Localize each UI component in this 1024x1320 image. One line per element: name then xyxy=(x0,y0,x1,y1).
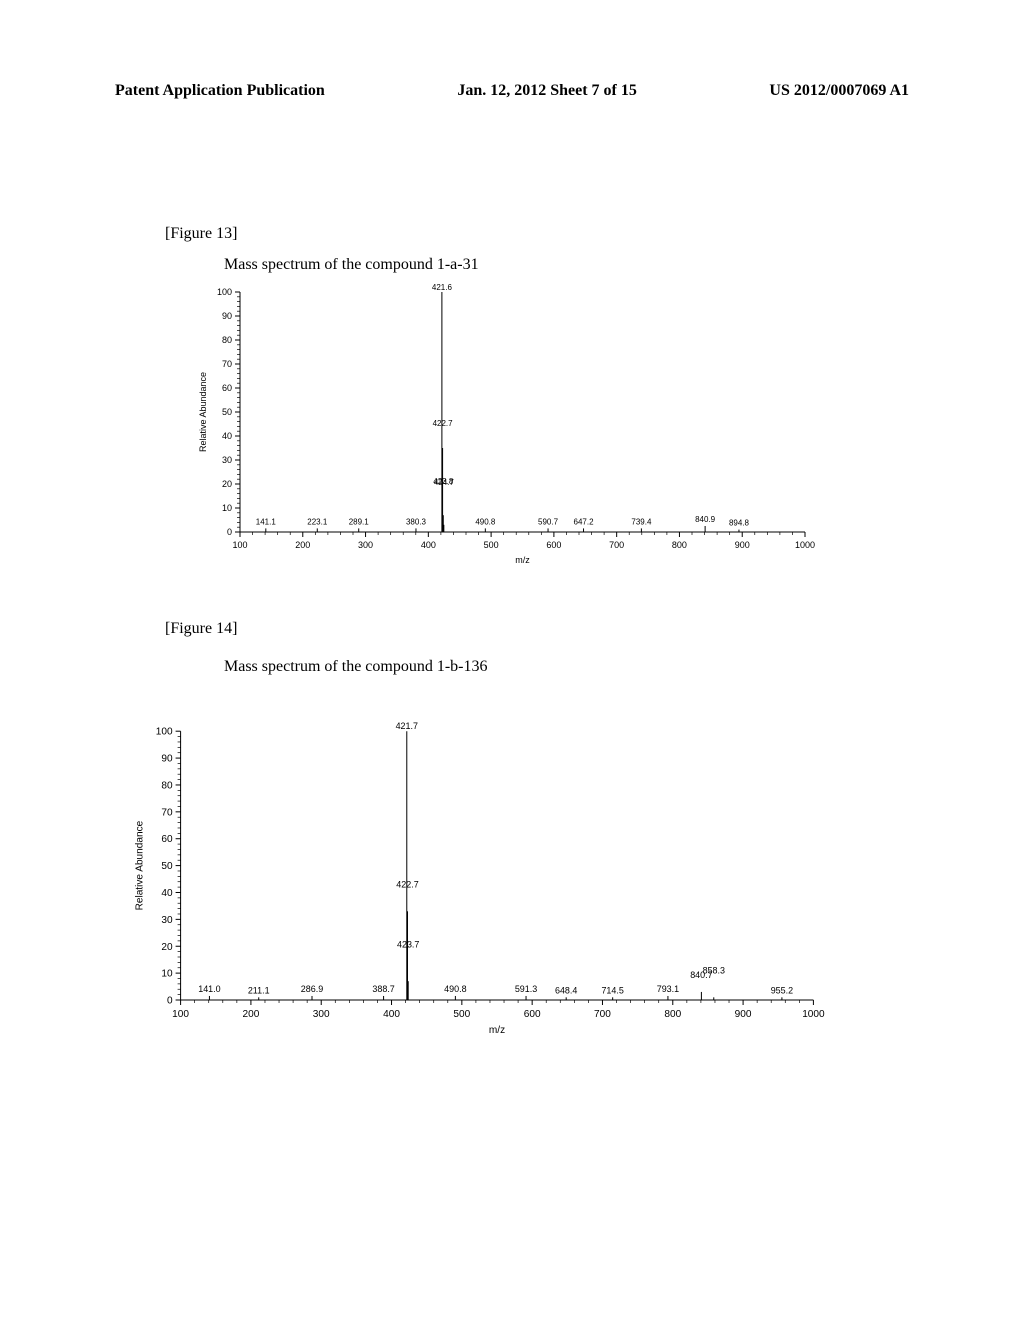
svg-text:20: 20 xyxy=(161,942,173,953)
svg-text:20: 20 xyxy=(222,479,232,489)
page-header: Patent Application Publication Jan. 12, … xyxy=(0,82,1024,100)
svg-text:840.9: 840.9 xyxy=(695,515,716,524)
svg-text:Relative Abundance: Relative Abundance xyxy=(198,372,208,452)
svg-text:400: 400 xyxy=(383,1009,400,1020)
svg-text:894.8: 894.8 xyxy=(729,519,750,528)
svg-text:591.3: 591.3 xyxy=(515,984,537,994)
header-left: Patent Application Publication xyxy=(115,82,325,100)
figure-13-label: [Figure 13] xyxy=(165,225,237,243)
svg-text:500: 500 xyxy=(453,1009,470,1020)
figure-14-label: [Figure 14] xyxy=(165,620,237,638)
svg-text:90: 90 xyxy=(161,754,173,765)
svg-text:10: 10 xyxy=(222,503,232,513)
svg-text:10: 10 xyxy=(161,969,173,980)
svg-text:422.7: 422.7 xyxy=(396,879,418,889)
svg-text:900: 900 xyxy=(735,1009,752,1020)
svg-text:300: 300 xyxy=(358,540,373,550)
svg-text:30: 30 xyxy=(222,455,232,465)
svg-text:714.5: 714.5 xyxy=(601,985,623,995)
svg-text:80: 80 xyxy=(222,335,232,345)
svg-text:388.7: 388.7 xyxy=(372,984,394,994)
svg-text:600: 600 xyxy=(524,1009,541,1020)
svg-text:100: 100 xyxy=(156,727,173,738)
svg-text:700: 700 xyxy=(609,540,624,550)
svg-text:900: 900 xyxy=(735,540,750,550)
svg-text:793.1: 793.1 xyxy=(657,984,679,994)
svg-text:490.8: 490.8 xyxy=(444,984,466,994)
figure-14-title: Mass spectrum of the compound 1-b-136 xyxy=(224,658,488,676)
svg-text:30: 30 xyxy=(161,915,173,926)
svg-text:421.6: 421.6 xyxy=(432,283,453,292)
svg-text:100: 100 xyxy=(172,1009,189,1020)
svg-text:0: 0 xyxy=(167,996,173,1007)
svg-text:211.1: 211.1 xyxy=(248,985,270,995)
svg-text:700: 700 xyxy=(594,1009,611,1020)
svg-text:286.9: 286.9 xyxy=(301,984,323,994)
svg-text:Relative Abundance: Relative Abundance xyxy=(135,820,146,910)
svg-text:423.7: 423.7 xyxy=(397,939,419,949)
svg-text:200: 200 xyxy=(295,540,310,550)
svg-text:422.7: 422.7 xyxy=(433,419,454,428)
svg-text:490.8: 490.8 xyxy=(475,517,496,526)
svg-text:648.4: 648.4 xyxy=(555,985,577,995)
svg-text:70: 70 xyxy=(161,807,173,818)
svg-text:500: 500 xyxy=(484,540,499,550)
svg-text:80: 80 xyxy=(161,780,173,791)
svg-text:60: 60 xyxy=(161,834,173,845)
svg-text:1000: 1000 xyxy=(795,540,815,550)
figure-13-title: Mass spectrum of the compound 1-a-31 xyxy=(224,256,479,274)
svg-text:141.1: 141.1 xyxy=(256,517,277,526)
svg-text:100: 100 xyxy=(232,540,247,550)
svg-text:m/z: m/z xyxy=(489,1025,505,1036)
header-center: Jan. 12, 2012 Sheet 7 of 15 xyxy=(457,82,637,100)
svg-text:800: 800 xyxy=(664,1009,681,1020)
svg-text:300: 300 xyxy=(313,1009,330,1020)
svg-text:380.3: 380.3 xyxy=(406,517,427,526)
svg-text:421.7: 421.7 xyxy=(396,721,418,731)
svg-text:60: 60 xyxy=(222,383,232,393)
svg-text:424.7: 424.7 xyxy=(434,478,455,487)
figure-14-chart: 0 10 20 30 40 50 60 70 80 90 100 100 200 300 400 500 600… xyxy=(119,720,836,1065)
svg-text:40: 40 xyxy=(222,431,232,441)
svg-text:1000: 1000 xyxy=(802,1009,825,1020)
svg-text:0: 0 xyxy=(227,527,232,537)
svg-text:289.1: 289.1 xyxy=(349,517,370,526)
svg-text:400: 400 xyxy=(421,540,436,550)
svg-text:m/z: m/z xyxy=(515,555,530,565)
svg-text:50: 50 xyxy=(161,861,173,872)
svg-text:200: 200 xyxy=(242,1009,259,1020)
svg-text:50: 50 xyxy=(222,407,232,417)
svg-text:739.4: 739.4 xyxy=(631,517,652,526)
svg-text:647.2: 647.2 xyxy=(574,517,595,526)
svg-text:40: 40 xyxy=(161,888,173,899)
svg-text:800: 800 xyxy=(672,540,687,550)
svg-text:100: 100 xyxy=(217,287,232,297)
svg-text:858.3: 858.3 xyxy=(703,965,725,975)
svg-text:600: 600 xyxy=(546,540,561,550)
svg-text:70: 70 xyxy=(222,359,232,369)
svg-text:141.0: 141.0 xyxy=(198,984,220,994)
svg-text:590.7: 590.7 xyxy=(538,517,559,526)
svg-text:223.1: 223.1 xyxy=(307,517,328,526)
header-right: US 2012/0007069 A1 xyxy=(769,82,909,100)
svg-text:90: 90 xyxy=(222,311,232,321)
figure-13-chart: 0 10 20 30 40 50 60 70 80 90 100 100 200 300 400 500 600… xyxy=(185,282,825,592)
svg-text:955.2: 955.2 xyxy=(771,985,793,995)
